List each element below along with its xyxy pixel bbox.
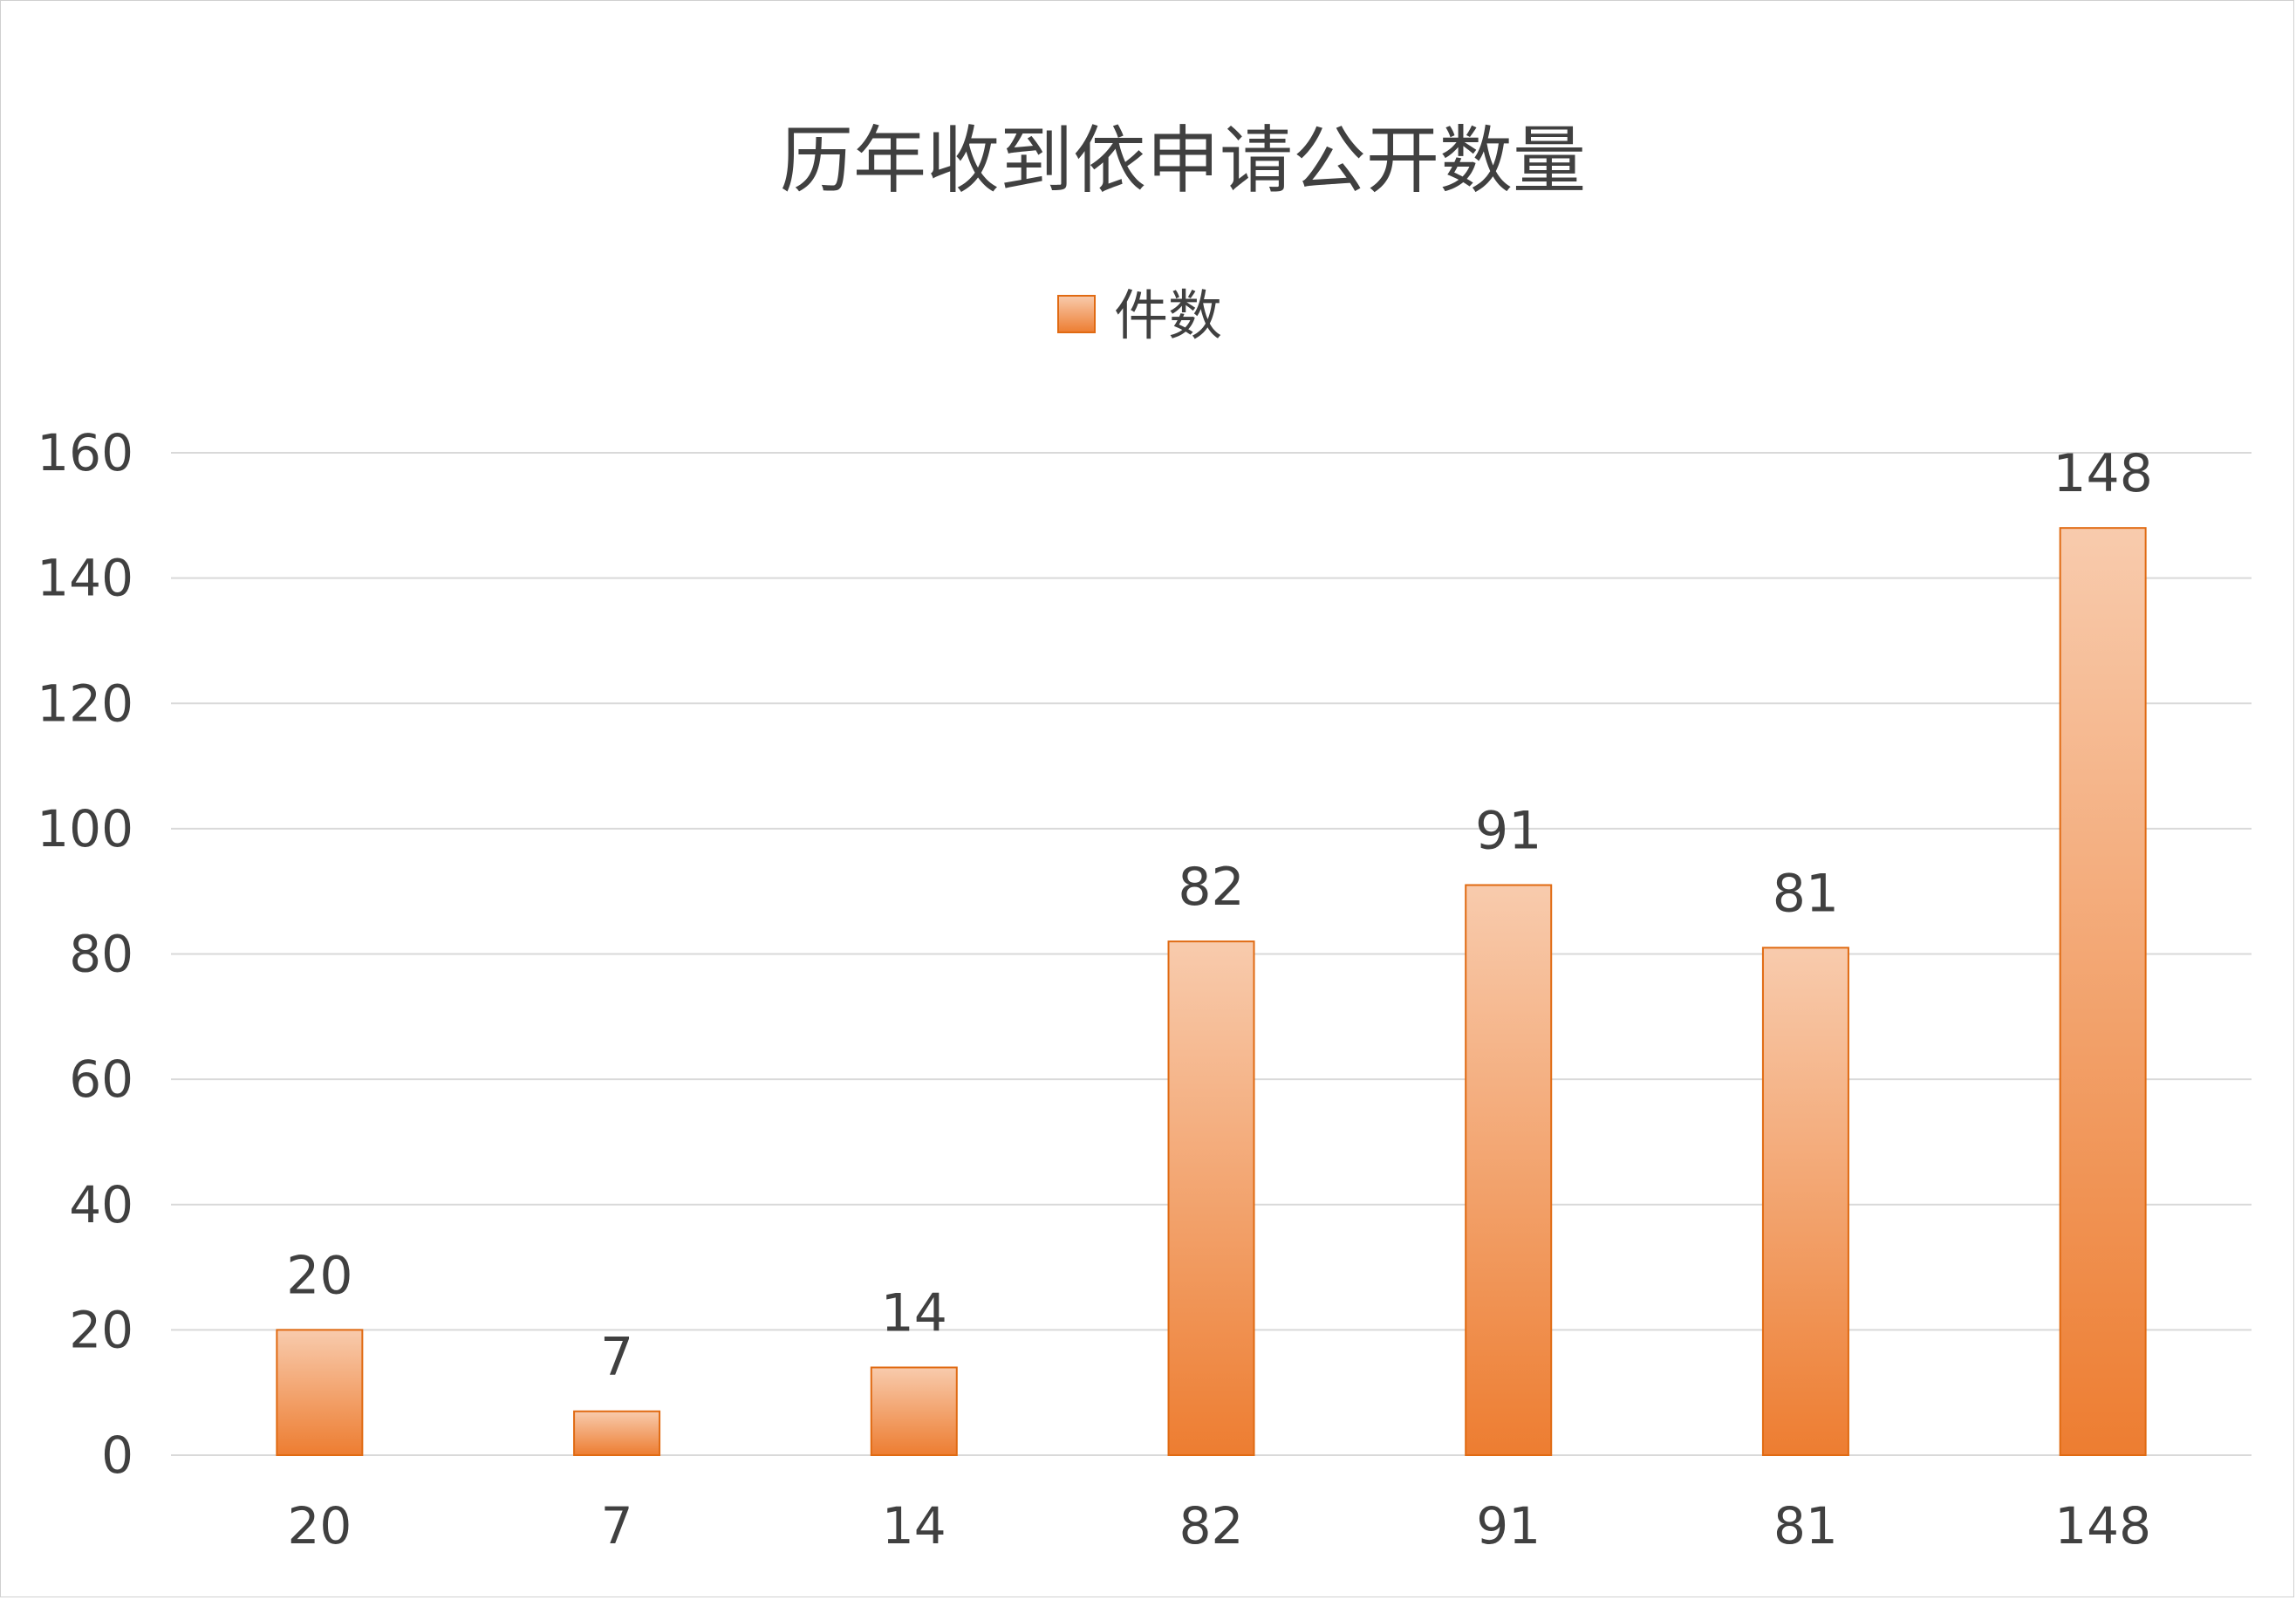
x-axis-ticks: 20 7 14 82 91 81 148 xyxy=(287,1496,2151,1556)
x-tick-label: 7 xyxy=(601,1496,633,1556)
bar xyxy=(870,1366,958,1457)
data-label: 148 xyxy=(2053,443,2153,504)
y-tick-label: 80 xyxy=(69,925,133,984)
y-tick-label: 0 xyxy=(101,1426,133,1485)
y-tick-label: 20 xyxy=(69,1300,133,1359)
chart-title: 历年收到依申请公开数量 xyxy=(780,118,1586,203)
bar xyxy=(276,1329,364,1456)
y-tick-label: 40 xyxy=(69,1175,133,1234)
data-labels: 20 7 14 82 91 81 148 xyxy=(286,443,2153,1388)
data-label: 91 xyxy=(1475,801,1541,862)
y-tick-label: 60 xyxy=(69,1050,133,1109)
x-tick-label: 20 xyxy=(287,1496,352,1556)
y-tick-label: 120 xyxy=(37,674,133,733)
data-label: 81 xyxy=(1773,863,1839,924)
data-label: 82 xyxy=(1178,857,1244,918)
legend: 件数 xyxy=(1057,284,1222,347)
bar xyxy=(573,1410,661,1456)
y-tick-label: 140 xyxy=(37,549,133,608)
x-tick-label: 14 xyxy=(882,1496,946,1556)
bars xyxy=(276,527,2147,1457)
data-label: 14 xyxy=(881,1282,947,1344)
x-tick-label: 81 xyxy=(1773,1496,1838,1556)
y-tick-label: 160 xyxy=(37,423,133,482)
y-axis-ticks: 0 20 40 60 80 100 120 140 160 xyxy=(37,423,133,1485)
x-tick-label: 91 xyxy=(1476,1496,1541,1556)
bar xyxy=(1761,947,1849,1456)
data-label: 7 xyxy=(600,1327,633,1388)
data-label: 20 xyxy=(286,1245,352,1306)
legend-swatch xyxy=(1057,295,1096,333)
x-tick-label: 148 xyxy=(2054,1496,2151,1556)
bar xyxy=(1465,884,1553,1456)
y-tick-label: 100 xyxy=(37,799,133,858)
x-tick-label: 82 xyxy=(1179,1496,1244,1556)
bar xyxy=(1167,940,1255,1456)
legend-label: 件数 xyxy=(1114,284,1222,347)
bar xyxy=(2059,527,2147,1456)
